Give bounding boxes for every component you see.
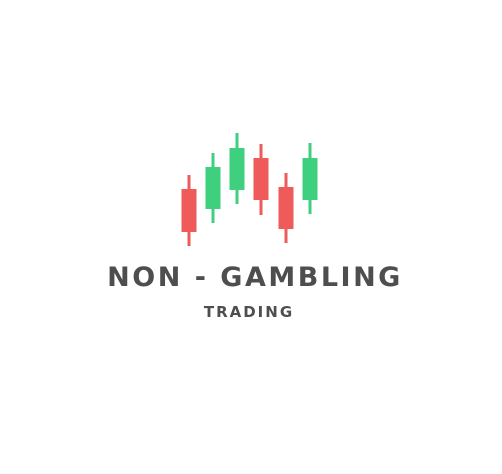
candle-bullish xyxy=(229,133,245,204)
candle-bullish xyxy=(302,143,318,214)
brand-tagline: TRADING xyxy=(203,303,295,321)
candle-bearish xyxy=(253,144,269,215)
candle-bullish xyxy=(205,153,221,223)
brand-name: NON - GAMBLING xyxy=(107,262,403,293)
candle-bearish xyxy=(181,175,197,246)
candle-bearish xyxy=(278,173,294,243)
